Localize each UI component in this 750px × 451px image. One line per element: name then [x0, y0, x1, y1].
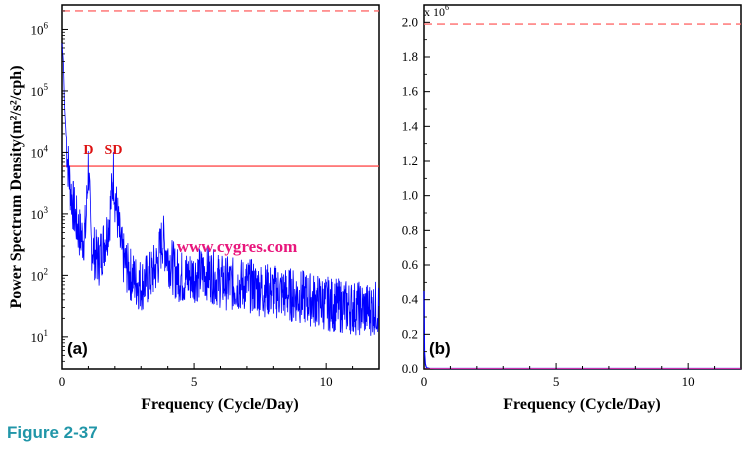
y-tick-label: 104 — [31, 143, 49, 160]
x-tick-label: 5 — [553, 374, 560, 389]
y-ticks-a: 101 102 103 104 105 106 — [31, 10, 68, 370]
x-tick-label: 0 — [59, 374, 66, 389]
x-ticks-a: 0 5 10 — [59, 363, 380, 389]
y-axis-label-a: Power Spectrum Density(m²/s²/cph) — [8, 65, 25, 308]
peak-label: D — [83, 143, 93, 158]
panel-b: 0 5 10 0.0 0.2 0.4 0.6 0.8 1.0 1.2 1.4 1.6 1.8 2.0 x… — [402, 3, 742, 413]
x-ticks-b: 0 5 10 — [421, 363, 742, 389]
panel-label-a: (a) — [67, 339, 88, 358]
y-tick-label: 0.4 — [402, 292, 419, 307]
x-tick-label: 10 — [320, 374, 333, 389]
y-tick-label: 1.4 — [402, 118, 419, 133]
y-tick-label: 0.0 — [402, 361, 418, 376]
figure-caption: Figure 2-37 — [7, 423, 98, 442]
y-tick-label: 1.8 — [402, 49, 418, 64]
y-tick-label: 101 — [31, 328, 49, 345]
x-axis-label-b: Frequency (Cycle/Day) — [503, 396, 660, 413]
x-tick-label: 5 — [191, 374, 198, 389]
x-tick-label: 0 — [421, 374, 428, 389]
panel-label-b: (b) — [429, 339, 451, 358]
plot-frame-b — [423, 4, 742, 370]
y-tick-label: 0.6 — [402, 257, 419, 272]
y-multiplier: x 106 — [424, 3, 449, 19]
y-tick-label: 0.2 — [402, 326, 418, 341]
series-a — [61, 43, 380, 336]
peak-label: SD — [105, 143, 123, 158]
y-tick-label: 0.8 — [402, 222, 418, 237]
watermark: www.cygres.com — [177, 237, 298, 256]
series-line-a — [61, 43, 380, 336]
y-tick-label: 102 — [31, 266, 49, 283]
y-tick-label: 1.2 — [402, 153, 418, 168]
series-line-b — [423, 290, 741, 370]
x-tick-label: 10 — [682, 374, 695, 389]
y-tick-label: 1.0 — [402, 188, 418, 203]
y-tick-label: 106 — [31, 20, 49, 37]
y-ticks-b: 0.0 0.2 0.4 0.6 0.8 1.0 1.2 1.4 1.6 1.8 2.0 — [402, 14, 430, 376]
y-tick-label: 1.6 — [402, 84, 419, 99]
panel-a: 0 5 10 101 102 103 104 105 106 D SD www.cygres.c… — [8, 4, 380, 413]
x-axis-label-a: Frequency (Cycle/Day) — [141, 396, 298, 413]
y-tick-label: 103 — [31, 205, 49, 222]
hlines-a — [62, 10, 379, 167]
y-tick-label: 2.0 — [402, 14, 418, 29]
y-tick-label: 105 — [31, 82, 49, 99]
series-b — [423, 290, 741, 370]
annotations-a: D SD — [83, 143, 122, 158]
